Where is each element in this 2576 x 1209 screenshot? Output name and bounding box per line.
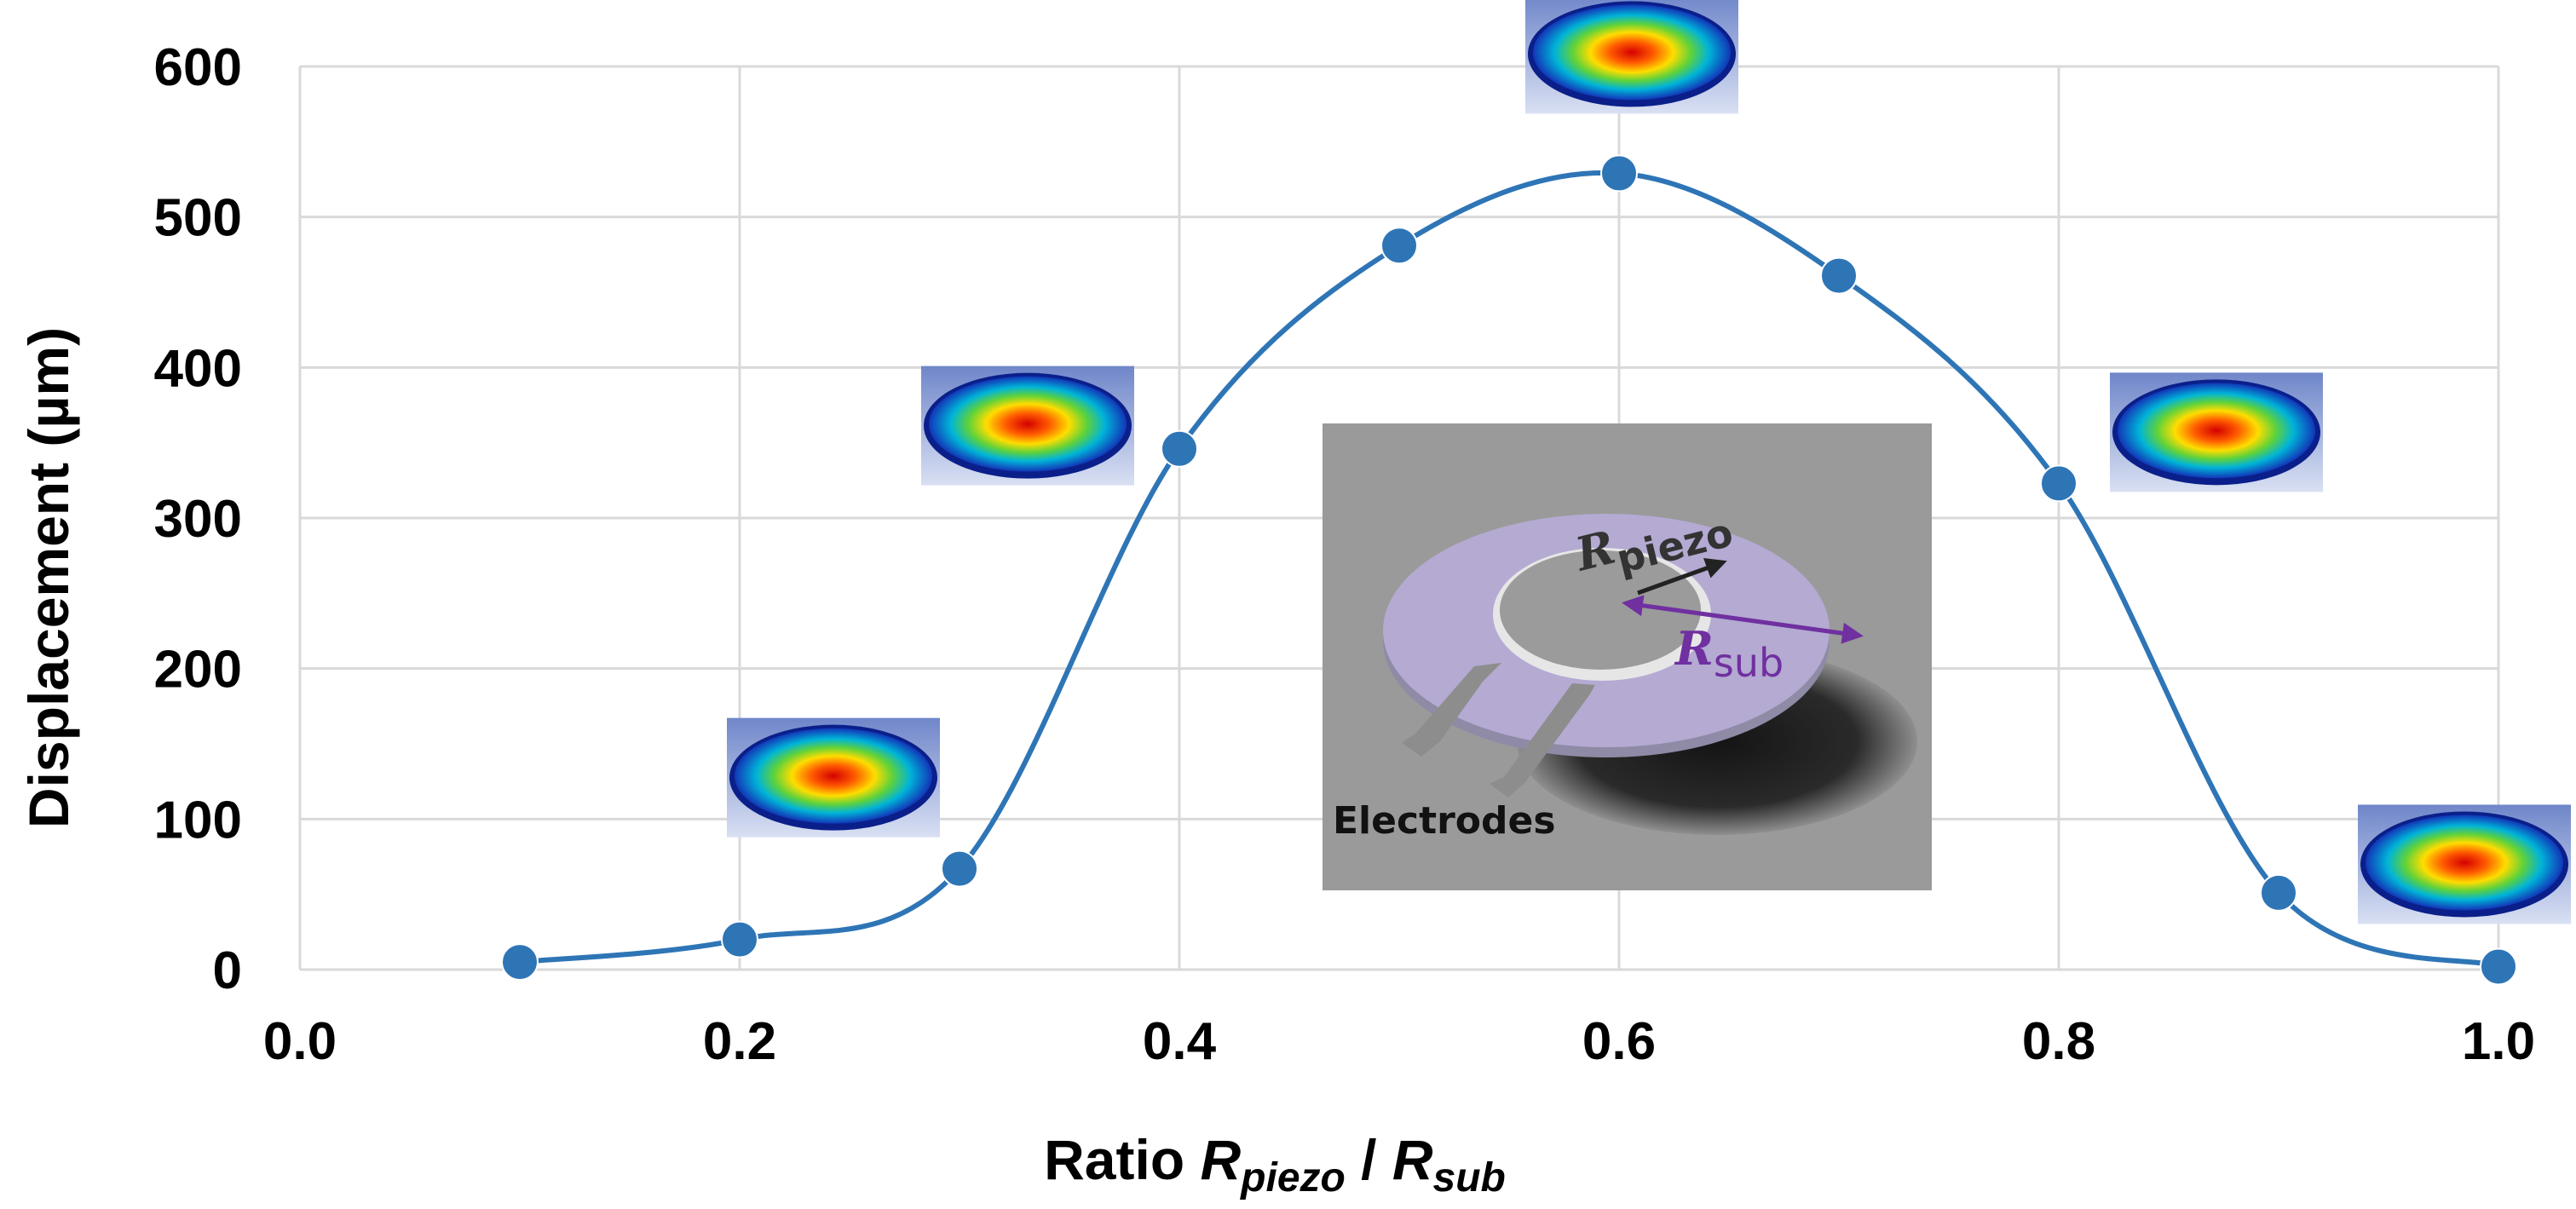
electrodes-label: Electrodes — [1333, 799, 1556, 843]
mode-shape-image-1 — [921, 366, 1134, 486]
data-point-5 — [1600, 154, 1638, 193]
x-title-num-sub: piezo — [1239, 1155, 1346, 1200]
mode-shape-image-4 — [2358, 804, 2571, 924]
series-line — [519, 170, 2499, 970]
x-tick-label-0: 0.0 — [263, 1012, 337, 1071]
x-title-num: R — [1200, 1128, 1241, 1191]
y-tick-label-6: 600 — [154, 38, 242, 97]
data-point-1 — [721, 920, 758, 959]
x-tick-label-5: 1.0 — [2462, 1012, 2535, 1071]
data-point-0 — [501, 943, 539, 982]
data-point-8 — [2260, 873, 2297, 912]
y-tick-label-3: 300 — [154, 490, 242, 549]
y-tick-label-5: 500 — [154, 189, 242, 248]
mode-shape-images — [727, 0, 2571, 924]
x-axis-title: Ratio Rpiezo / Rsub — [1044, 1128, 1506, 1200]
y-tick-label-0: 0 — [213, 941, 242, 1000]
data-point-7 — [2040, 464, 2078, 503]
x-title-den: R — [1392, 1128, 1433, 1191]
x-tick-label-3: 0.6 — [1582, 1012, 1656, 1071]
data-markers — [501, 154, 2517, 986]
y-tick-label-1: 100 — [154, 791, 242, 849]
data-point-2 — [941, 849, 978, 888]
mode-shape-image-3 — [2110, 372, 2323, 492]
rsub-arrow — [1622, 595, 1864, 644]
tick-labels: 0 100 200 300 400 500 600 0.0 0.2 0.4 0.6 0.8 1.0 — [154, 38, 2536, 1071]
data-point-3 — [1161, 429, 1198, 468]
electrode-left — [1402, 663, 1501, 757]
x-tick-label-1: 0.2 — [703, 1012, 776, 1071]
x-title-prefix: Ratio — [1044, 1128, 1200, 1191]
rpiezo-arrow — [1637, 558, 1727, 596]
x-tick-label-2: 0.4 — [1143, 1012, 1217, 1071]
y-axis-title: Displacement (µm) — [17, 327, 80, 828]
data-point-6 — [1820, 256, 1858, 295]
data-point-4 — [1380, 227, 1418, 265]
mode-shape-image-2 — [1525, 0, 1738, 114]
x-tick-label-4: 0.8 — [2022, 1012, 2095, 1071]
electrode-right — [1490, 683, 1595, 797]
x-title-den-sub: sub — [1433, 1155, 1506, 1200]
y-tick-label-2: 200 — [154, 641, 242, 699]
rsub-label: Rsub — [1674, 621, 1784, 686]
mode-shape-image-0 — [727, 717, 940, 838]
data-point-9 — [2480, 947, 2517, 986]
x-title-sep: / — [1346, 1128, 1392, 1191]
device-inset: Rpiezo Rsub Electrodes — [1323, 423, 1932, 890]
y-tick-label-4: 400 — [154, 339, 242, 398]
